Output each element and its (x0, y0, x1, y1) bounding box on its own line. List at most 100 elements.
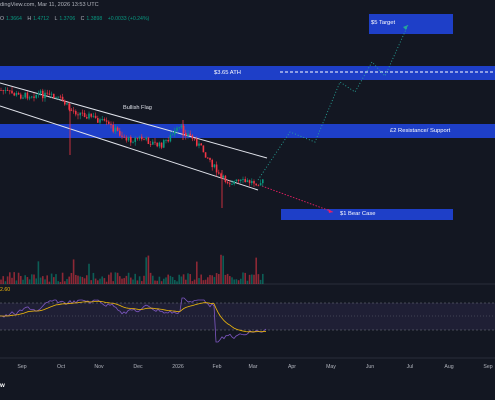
candle-body (127, 137, 130, 141)
volume-bar (244, 272, 246, 284)
volume-bar (182, 274, 185, 284)
ath-zone[interactable] (0, 66, 495, 80)
volume-bar (105, 281, 108, 284)
volume-bar (152, 275, 154, 284)
volume-bar (37, 261, 40, 284)
candle-body (262, 179, 264, 184)
candle-body (125, 137, 128, 141)
rsi-ma-line (0, 300, 267, 333)
candle-body (178, 127, 180, 129)
candle-body (191, 135, 194, 139)
volume-bar (134, 273, 136, 284)
volume-bar (112, 281, 114, 284)
volume-bar (204, 279, 207, 284)
candle-body (176, 127, 178, 131)
candle-body (99, 119, 101, 123)
bear-case-label: $1 Bear Case (340, 211, 376, 217)
resistance-support-label: £2 Resistance/ Support (390, 128, 451, 134)
candle-body (165, 139, 167, 141)
volume-bar (226, 273, 229, 284)
volume-bar (11, 277, 13, 284)
candle-body (235, 179, 238, 182)
candle-body (209, 157, 211, 160)
volume-bar (24, 275, 26, 284)
volume-bar (50, 273, 53, 284)
volume-bar (75, 274, 77, 284)
flag-lower-trendline[interactable] (0, 105, 259, 191)
volume-bar (262, 273, 264, 284)
volume-bar (138, 276, 141, 284)
candle-body (44, 92, 46, 99)
volume-bar (99, 278, 101, 284)
candle-body (136, 137, 139, 139)
candle-body (119, 130, 121, 136)
volume-bar (33, 274, 35, 284)
volume-bar (46, 275, 48, 284)
volume-bar (174, 279, 176, 284)
volume-bar (246, 280, 249, 284)
volume-bar (17, 272, 20, 284)
candle-body (147, 137, 150, 144)
candle-body (28, 97, 31, 99)
candle-body (182, 125, 185, 133)
volume-bar (72, 259, 75, 284)
volume-bar (108, 274, 110, 284)
volume-bar (235, 279, 238, 284)
volume-bar (255, 257, 257, 284)
volume-bar (196, 261, 198, 284)
volume-bar (48, 281, 51, 284)
volume-bar (42, 276, 44, 284)
candle-body (105, 120, 108, 122)
candle-body (6, 90, 9, 91)
volume-bar (66, 278, 68, 284)
month-label-sep-2026: Sep (483, 364, 493, 370)
candle-body (61, 96, 64, 101)
ohlc-close: C 1.3898 (80, 16, 103, 22)
volume-bar (224, 274, 227, 284)
resistance-support-zone[interactable] (0, 124, 495, 138)
bullish-projection-path (257, 24, 409, 181)
volume-bar (187, 273, 189, 284)
five-target-zone[interactable] (369, 14, 453, 34)
bear-case-zone[interactable] (281, 209, 453, 220)
candle-body (224, 175, 227, 182)
candle-body (167, 139, 169, 142)
candle-body (180, 125, 183, 128)
candle-body (88, 113, 90, 119)
candle-body (114, 127, 117, 132)
volume-bar (114, 272, 117, 284)
volume-bar (189, 274, 191, 284)
rsi-line (0, 297, 267, 343)
volume-bar (154, 280, 156, 284)
volume-bar (251, 274, 253, 284)
volume-bar (2, 276, 4, 284)
candle-body (37, 93, 40, 95)
candle-body (143, 139, 145, 141)
candle-body (103, 119, 106, 121)
volume-bar (61, 272, 64, 284)
candle-body (79, 112, 81, 116)
volume-bar (158, 276, 161, 284)
volume-bar (101, 276, 103, 284)
volume-bar (191, 281, 194, 284)
candle-body (169, 134, 172, 142)
volume-bar (92, 272, 95, 284)
candle-body (81, 112, 84, 114)
candle-body (248, 180, 251, 184)
volume-bar (156, 280, 158, 284)
candle-body (152, 141, 154, 145)
volume-bar (185, 279, 187, 284)
month-label-jul: Jul (406, 364, 414, 370)
candle-body (207, 157, 209, 159)
candle-body (86, 117, 88, 119)
flag-upper-trendline[interactable] (0, 82, 268, 159)
volume-bar (231, 277, 233, 284)
candle-body (121, 135, 123, 137)
volume-bar (160, 281, 163, 284)
candle-body (101, 119, 103, 120)
volume-bar (248, 274, 251, 284)
bullish-flag-label: Bullish Flag (123, 105, 152, 111)
volume-bar (213, 276, 216, 284)
